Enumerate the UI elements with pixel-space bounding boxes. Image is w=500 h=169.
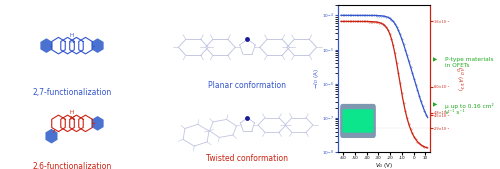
Text: 2,7-functionalization: 2,7-functionalization bbox=[32, 88, 112, 97]
Text: Twisted conformation: Twisted conformation bbox=[206, 154, 288, 163]
X-axis label: $V_G$ (V): $V_G$ (V) bbox=[374, 161, 393, 169]
Y-axis label: $I_D^{1/2}$ $(A^{1/2})$: $I_D^{1/2}$ $(A^{1/2})$ bbox=[452, 66, 464, 91]
Polygon shape bbox=[92, 38, 104, 53]
Text: N: N bbox=[70, 116, 74, 121]
Text: ▶: ▶ bbox=[432, 57, 437, 62]
Polygon shape bbox=[40, 38, 52, 53]
Y-axis label: $-I_D$ (A): $-I_D$ (A) bbox=[312, 68, 320, 89]
Polygon shape bbox=[92, 116, 104, 131]
Text: H: H bbox=[70, 110, 74, 115]
Text: N: N bbox=[70, 39, 74, 44]
Text: Planar conformation: Planar conformation bbox=[208, 81, 286, 90]
Text: 2,6-functionalization: 2,6-functionalization bbox=[32, 162, 112, 169]
Text: P-type materials in OFETs: P-type materials in OFETs bbox=[444, 57, 493, 68]
Text: ▶: ▶ bbox=[432, 103, 437, 108]
Text: μ up to 0.16 cm² V⁻¹ s⁻¹: μ up to 0.16 cm² V⁻¹ s⁻¹ bbox=[444, 103, 494, 115]
Polygon shape bbox=[46, 129, 58, 143]
Text: H: H bbox=[70, 33, 74, 38]
